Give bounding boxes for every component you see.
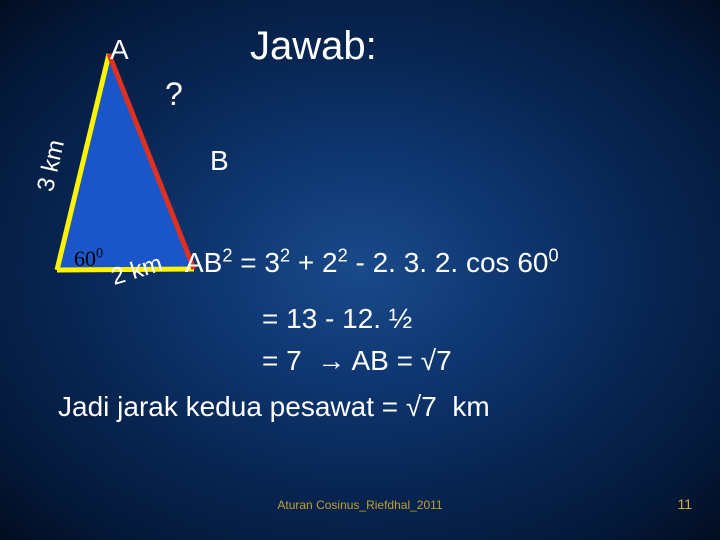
slide: Jawab: A B ? 3 km 2 km 600 AB2 = 32 + 22… <box>0 0 720 540</box>
question-mark-label: ? <box>165 76 183 113</box>
page-number: 11 <box>677 496 692 512</box>
footer-text: Aturan Cosinus_Riefdhal_2011 <box>0 498 720 512</box>
body-line-1: AB2 = 32 + 22 - 2. 3. 2. cos 600 <box>185 242 559 284</box>
angle-sup: 0 <box>96 246 103 262</box>
angle-label: 600 <box>74 246 103 272</box>
vertex-b-label: B <box>210 145 229 177</box>
body-line-4: Jadi jarak kedua pesawat = √7 km <box>58 386 490 428</box>
body-line-3: = 7 → AB = √7 <box>262 340 452 382</box>
angle-value: 60 <box>74 246 96 271</box>
body-line-2: = 13 - 12. ½ <box>262 298 412 340</box>
vertex-a-label: A <box>110 34 129 66</box>
